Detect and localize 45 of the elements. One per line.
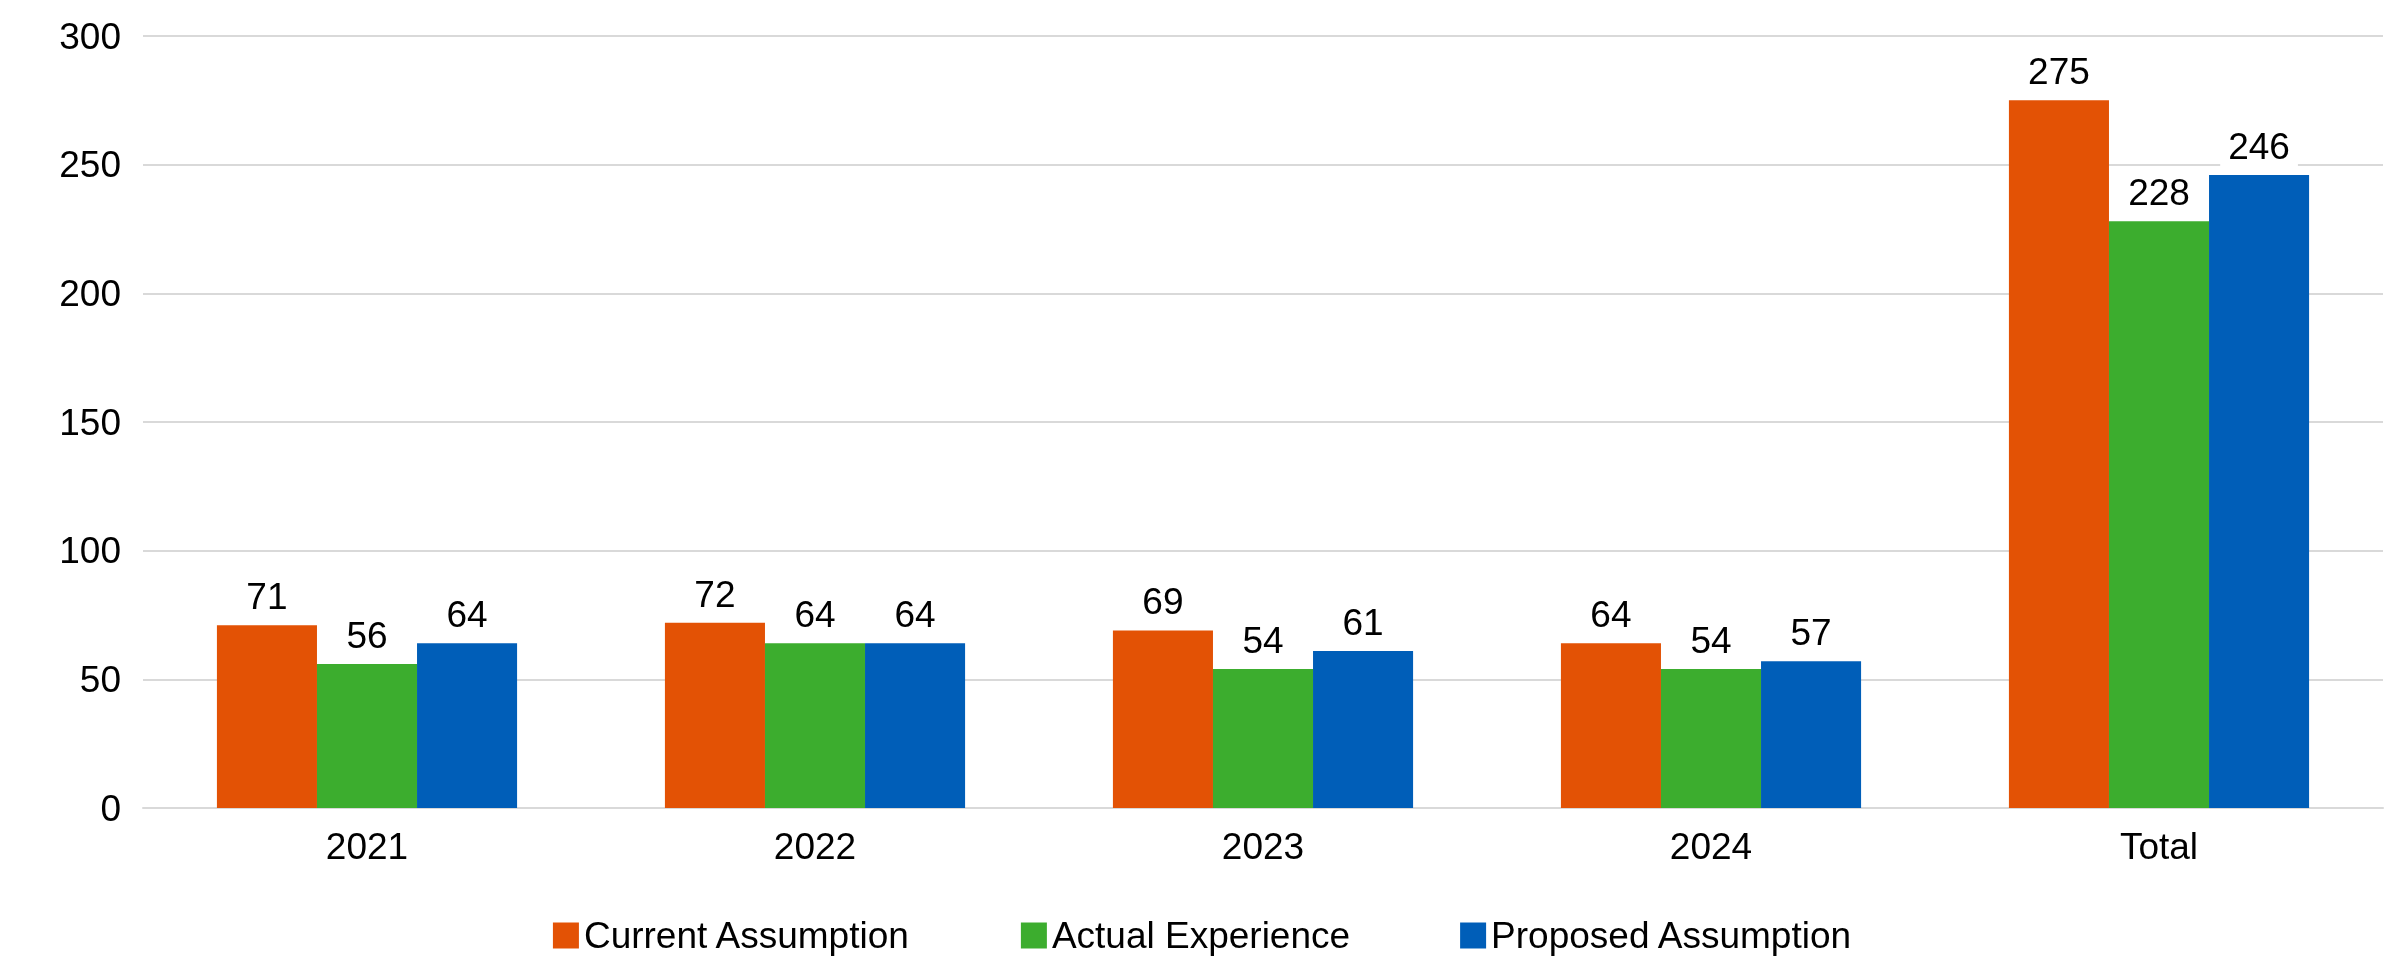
x-tick-label: 2022: [773, 826, 857, 867]
legend-label: Current Assumption: [583, 915, 909, 956]
bar: [1112, 630, 1213, 808]
y-tick-label: 100: [59, 530, 121, 572]
bar: [2108, 221, 2210, 808]
legend-label: Proposed Assumption: [1491, 915, 1852, 956]
data-label: 246: [2228, 125, 2290, 167]
data-label: 64: [794, 594, 836, 636]
data-label: 57: [1790, 612, 1832, 654]
data-label: 72: [694, 573, 736, 615]
x-tick-label: 2023: [1221, 826, 1305, 867]
bar: [865, 643, 966, 808]
y-tick-label: 300: [59, 15, 121, 57]
bar: [316, 663, 418, 808]
y-tick-label: 50: [79, 658, 121, 700]
bar: [1313, 651, 1414, 808]
y-tick-label: 150: [59, 401, 121, 443]
bar: [2008, 100, 2109, 808]
data-label: 61: [1342, 602, 1384, 644]
data-label: 54: [1242, 620, 1284, 662]
data-label: 69: [1142, 581, 1184, 623]
bar: [1212, 669, 1314, 808]
bar: [2209, 174, 2310, 808]
y-tick-label: 200: [59, 272, 121, 314]
bar: [417, 643, 518, 808]
data-label: 56: [346, 614, 388, 656]
data-label: 64: [894, 594, 936, 636]
y-tick-label: 0: [100, 787, 121, 829]
x-tick-label: 2024: [1669, 826, 1753, 867]
bar: [1761, 661, 1862, 808]
x-tick-label: Total: [2119, 826, 2199, 867]
data-label: 54: [1690, 620, 1732, 662]
data-label: 64: [1590, 594, 1632, 636]
bar: [664, 622, 765, 808]
bar: [1660, 669, 1762, 808]
y-tick-label: 250: [59, 144, 121, 186]
data-label: 64: [446, 594, 488, 636]
x-tick-label: 2021: [325, 826, 409, 867]
bar: [1560, 643, 1661, 808]
legend-label: Actual Experience: [1051, 915, 1351, 956]
data-label: 275: [2028, 51, 2090, 93]
data-label: 71: [246, 576, 288, 618]
data-label: 228: [2128, 172, 2190, 214]
bar: [216, 625, 317, 808]
bar: [764, 643, 866, 808]
